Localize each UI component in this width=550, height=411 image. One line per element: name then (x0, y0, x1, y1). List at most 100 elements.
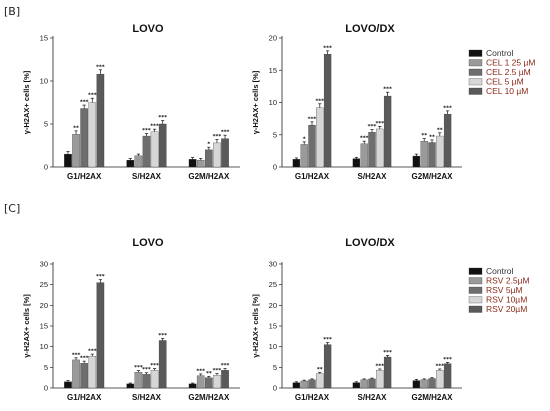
bar (368, 378, 376, 389)
bar (196, 159, 205, 168)
y-tick-label: 15 (40, 322, 48, 331)
legend-label: RSV 20µM (486, 304, 527, 314)
x-tick-label: S/H2AX (132, 172, 162, 181)
bar (360, 379, 368, 389)
significance-label: *** (213, 368, 222, 374)
chart-title: LOVO (132, 23, 164, 35)
x-tick-label: G1/H2AX (295, 393, 330, 402)
legend-label: CEL 5 µM (486, 77, 524, 87)
legend-swatch (468, 286, 483, 294)
legend-label: RSV 10µM (486, 295, 527, 305)
significance-label: *** (80, 100, 89, 106)
legend-label: Control (486, 48, 514, 58)
y-tick-label: 5 (44, 363, 48, 372)
y-tick-label: 10 (40, 342, 48, 351)
bar (323, 53, 332, 168)
significance-label: *** (383, 87, 392, 93)
bar (428, 142, 436, 168)
bar (412, 380, 421, 389)
y-tick-label: 15 (40, 34, 48, 43)
y-axis-label: γ-H2AX+ cells [%] (251, 294, 260, 358)
significance-label: *** (375, 121, 384, 127)
significance-label: *** (150, 124, 159, 130)
x-tick-label: G2M/H2AX (188, 172, 230, 181)
legend-swatch (468, 305, 483, 313)
legend-swatch (468, 296, 483, 304)
bar (88, 356, 97, 389)
bar (205, 149, 213, 168)
bar (64, 381, 72, 389)
bar (316, 107, 324, 168)
bar (134, 155, 143, 168)
y-tick-label: 25 (269, 280, 277, 289)
bar (72, 134, 80, 168)
chart-title: LOVO/DX (345, 237, 395, 249)
y-tick-label: 0 (273, 384, 277, 393)
bar (221, 370, 229, 389)
significance-label: *** (213, 134, 222, 140)
bar (80, 108, 88, 168)
bar (292, 159, 301, 168)
significance-label: *** (360, 136, 369, 142)
legend-swatch (468, 267, 483, 275)
bar (213, 375, 221, 389)
significance-label: *** (88, 349, 97, 355)
significance-label: * (303, 136, 306, 142)
bar (436, 135, 444, 168)
y-tick-label: 30 (40, 260, 48, 269)
x-tick-label: G1/H2AX (67, 172, 102, 181)
y-tick-label: 0 (44, 384, 48, 393)
bar (308, 124, 316, 168)
y-tick-label: 20 (269, 34, 277, 43)
y-tick-label: 10 (269, 98, 277, 107)
significance-label: *** (375, 363, 384, 369)
bar (158, 340, 167, 389)
bar (96, 73, 105, 168)
significance-label: ** (317, 367, 323, 373)
bar (368, 132, 376, 168)
significance-label: ** (437, 127, 443, 133)
significance-label: *** (158, 333, 167, 339)
y-tick-label: 25 (40, 280, 48, 289)
significance-label: *** (80, 356, 89, 362)
bar (205, 377, 213, 389)
y-tick-label: 20 (269, 301, 277, 310)
legend-label: RSV 2.5µM (486, 276, 530, 286)
significance-label: *** (142, 128, 151, 134)
panel-label-b: [B] (4, 5, 20, 18)
bar (376, 128, 384, 168)
legend-swatch (468, 68, 483, 76)
chart-title: LOVO (132, 237, 164, 249)
bar (420, 379, 428, 389)
bar (412, 155, 421, 168)
significance-label: *** (383, 350, 392, 356)
bar (376, 370, 384, 389)
legend-label: RSV 5µM (486, 285, 523, 295)
bar (300, 144, 308, 168)
bar (88, 102, 97, 168)
significance-label: *** (88, 93, 97, 99)
bar (188, 383, 197, 389)
chart-2: LOVO/DXγ-H2AX+ cells [%]05101520********… (251, 23, 462, 181)
significance-label: *** (96, 274, 105, 280)
significance-label: ** (73, 125, 79, 131)
significance-label: *** (435, 363, 444, 369)
bar (96, 282, 105, 389)
y-tick-label: 10 (269, 342, 277, 351)
bar (80, 363, 88, 389)
legend-label: CEL 10 µM (486, 86, 528, 96)
significance-label: *** (96, 64, 105, 70)
bar (221, 138, 229, 168)
significance-label: *** (323, 45, 332, 51)
significance-label: ** (429, 134, 435, 140)
bar (428, 378, 436, 389)
x-tick-label: G2M/H2AX (412, 172, 454, 181)
legend-swatch (468, 49, 483, 57)
bar (352, 158, 361, 168)
legend-label: CEL 1 25 µM (486, 58, 535, 68)
y-tick-label: 30 (269, 260, 277, 269)
